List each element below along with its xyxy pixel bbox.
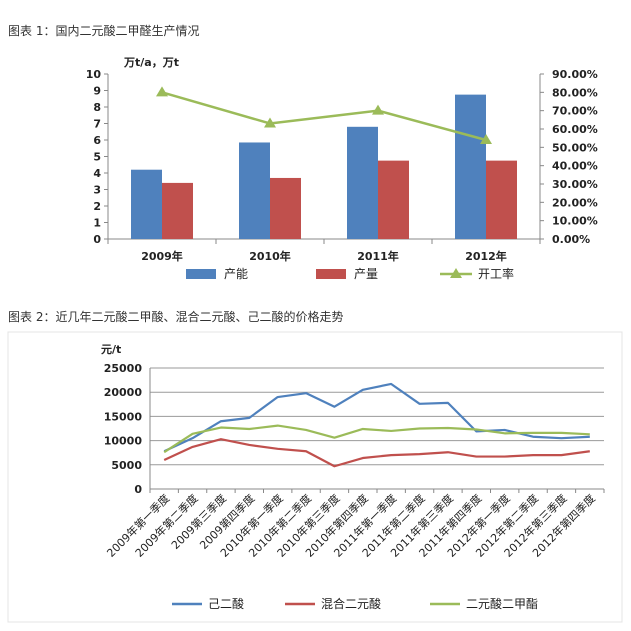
y-tick-label: 20000: [104, 386, 143, 399]
utilization-line: [161, 91, 487, 142]
legend-label: 混合二元酸: [321, 596, 381, 611]
chart1-caption: 图表 1：国内二元酸二甲醛生产情况: [8, 24, 200, 38]
legend-label: 产能: [224, 267, 248, 281]
y-tick-label: 3: [93, 184, 101, 197]
y-tick-label: 5: [93, 151, 101, 164]
y2-tick-label: 90.00%: [552, 68, 598, 81]
y-tick-label: 0: [134, 483, 142, 496]
utilization-marker: [480, 134, 492, 144]
y-tick-label: 15000: [104, 410, 143, 423]
legend-swatch: [316, 269, 346, 279]
legend-label: 己二酸: [208, 596, 244, 611]
bar-production: [486, 160, 517, 239]
legend-marker: [450, 268, 462, 278]
y2-tick-label: 80.00%: [552, 86, 598, 99]
utilization-marker: [156, 86, 168, 97]
legend-label: 开工率: [478, 266, 514, 281]
bar-production: [270, 177, 301, 239]
y2-tick-label: 20.00%: [552, 196, 598, 209]
y-tick-label: 10000: [104, 435, 143, 448]
chart2-frame: [7, 331, 623, 623]
y-tick-label: 10: [86, 68, 102, 81]
y-axis-unit-label: 元/t: [101, 343, 121, 356]
y2-tick-label: 0.00%: [552, 233, 590, 246]
bar-capacity: [239, 142, 270, 239]
y-tick-label: 6: [93, 134, 101, 147]
utilization-marker: [264, 117, 276, 128]
x-tick-label: 2010年: [249, 249, 291, 263]
utilization-marker: [372, 104, 384, 115]
legend-label: 产量: [354, 267, 378, 281]
bar-capacity: [347, 126, 378, 239]
mixed-dibasic-acid-line: [163, 438, 590, 468]
price-trend-chart: 元/t05000100001500020000250002009年第一季度200…: [7, 331, 623, 623]
y-tick-label: 25000: [104, 362, 143, 375]
y2-tick-label: 50.00%: [552, 141, 598, 154]
y2-tick-label: 40.00%: [552, 160, 598, 173]
y-tick-label: 2: [93, 200, 101, 213]
bar-production: [162, 182, 193, 239]
y-tick-label: 5000: [111, 459, 142, 472]
y2-tick-label: 10.00%: [552, 215, 598, 228]
y-tick-label: 0: [93, 233, 101, 246]
legend-swatch: [186, 269, 216, 279]
y-tick-label: 9: [93, 85, 101, 98]
bar-production: [378, 160, 409, 239]
y2-tick-label: 60.00%: [552, 123, 598, 136]
y-axis-unit-label: 万t/a，万t: [123, 56, 179, 69]
chart2-caption: 图表 2：近几年二元酸二甲酸、混合二元酸、己二酸的价格走势: [8, 310, 344, 324]
y-tick-label: 4: [93, 167, 101, 180]
y-tick-label: 1: [93, 217, 101, 230]
x-tick-label: 2009年: [141, 249, 183, 263]
y2-tick-label: 30.00%: [552, 178, 598, 191]
y-tick-label: 7: [93, 118, 101, 131]
capacity-production-chart: 万t/a，万t 0 1 2 3 4 5 6 7 8 9 10 0.00% 10.00% 20.00% 30.0…: [86, 56, 598, 281]
y2-tick-label: 70.00%: [552, 105, 598, 118]
dbe-line: [163, 424, 590, 454]
bar-capacity: [455, 94, 486, 239]
x-tick-label: 2011年: [357, 249, 399, 263]
bar-capacity: [131, 169, 162, 239]
legend-label: 二元酸二甲酯: [466, 596, 538, 611]
y-tick-label: 8: [93, 101, 101, 114]
x-tick-label: 2012年: [465, 249, 507, 263]
